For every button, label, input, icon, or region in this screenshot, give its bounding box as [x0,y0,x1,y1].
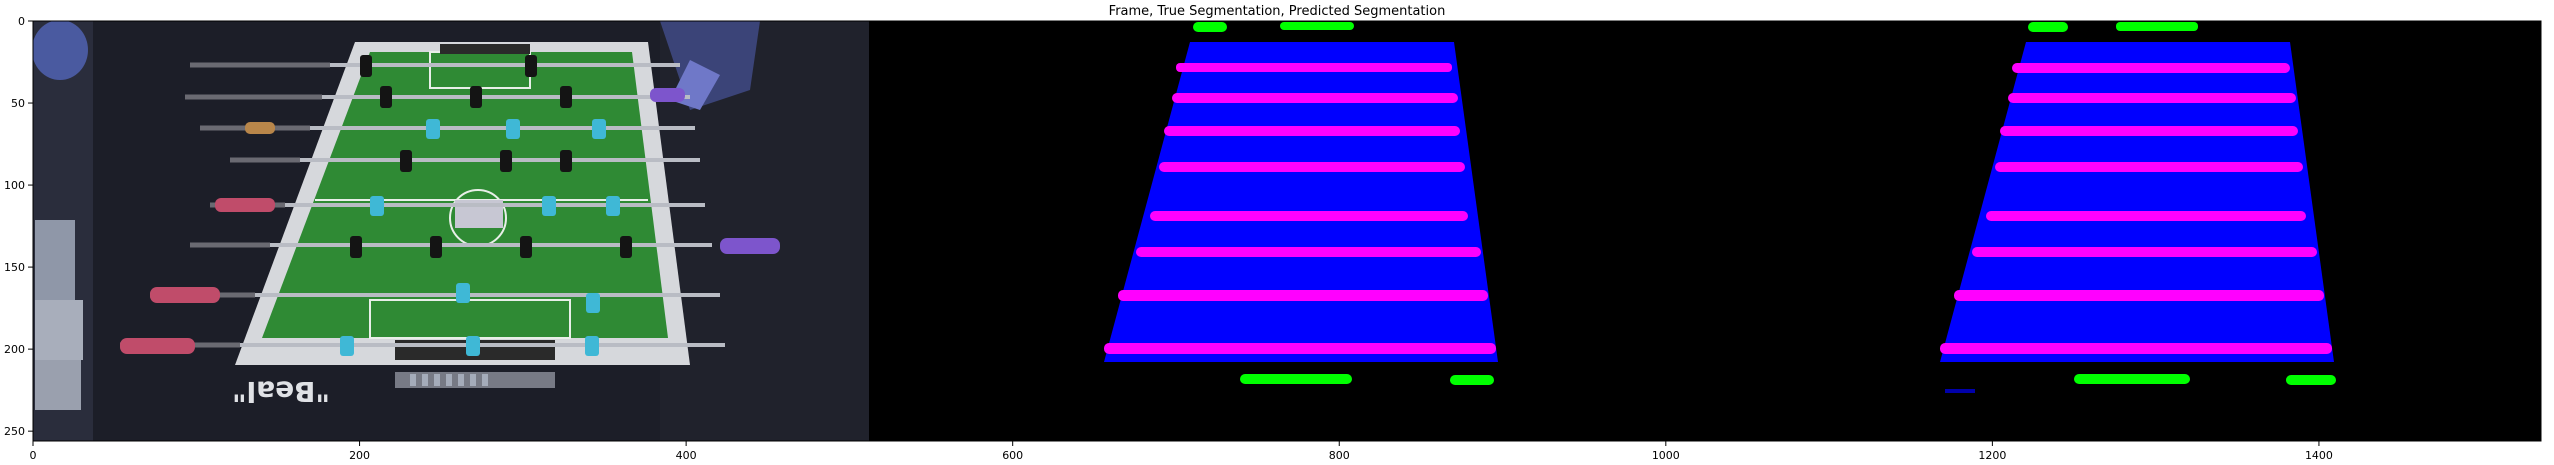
y-tick-label: 150 [4,261,25,274]
frame-photo: "Beal" [33,21,869,441]
y-tick-label: 250 [4,425,25,438]
y-tick-label: 0 [18,15,25,28]
x-tick-label: 0 [30,449,37,462]
x-tick-label: 800 [1329,449,1350,462]
y-axis-ticks: 0 50 100 150 200 250 [4,15,33,438]
true-segmentation [869,21,1705,441]
table-brand-text: "Beal" [232,375,330,408]
predicted-segmentation [1705,21,2541,441]
y-tick-label: 200 [4,343,25,356]
y-tick-label: 100 [4,179,25,192]
x-tick-label: 200 [349,449,370,462]
figure-title: Frame, True Segmentation, Predicted Segm… [1108,4,1446,19]
x-tick-label: 600 [1002,449,1023,462]
x-tick-label: 1200 [1978,449,2006,462]
x-tick-label: 400 [676,449,697,462]
y-tick-label: 50 [11,97,25,110]
x-tick-label: 1400 [2305,449,2333,462]
x-axis-ticks: 0 200 400 600 800 1000 1200 1400 [30,441,2333,462]
x-tick-label: 1000 [1652,449,1680,462]
axes-frame [32,20,2542,442]
